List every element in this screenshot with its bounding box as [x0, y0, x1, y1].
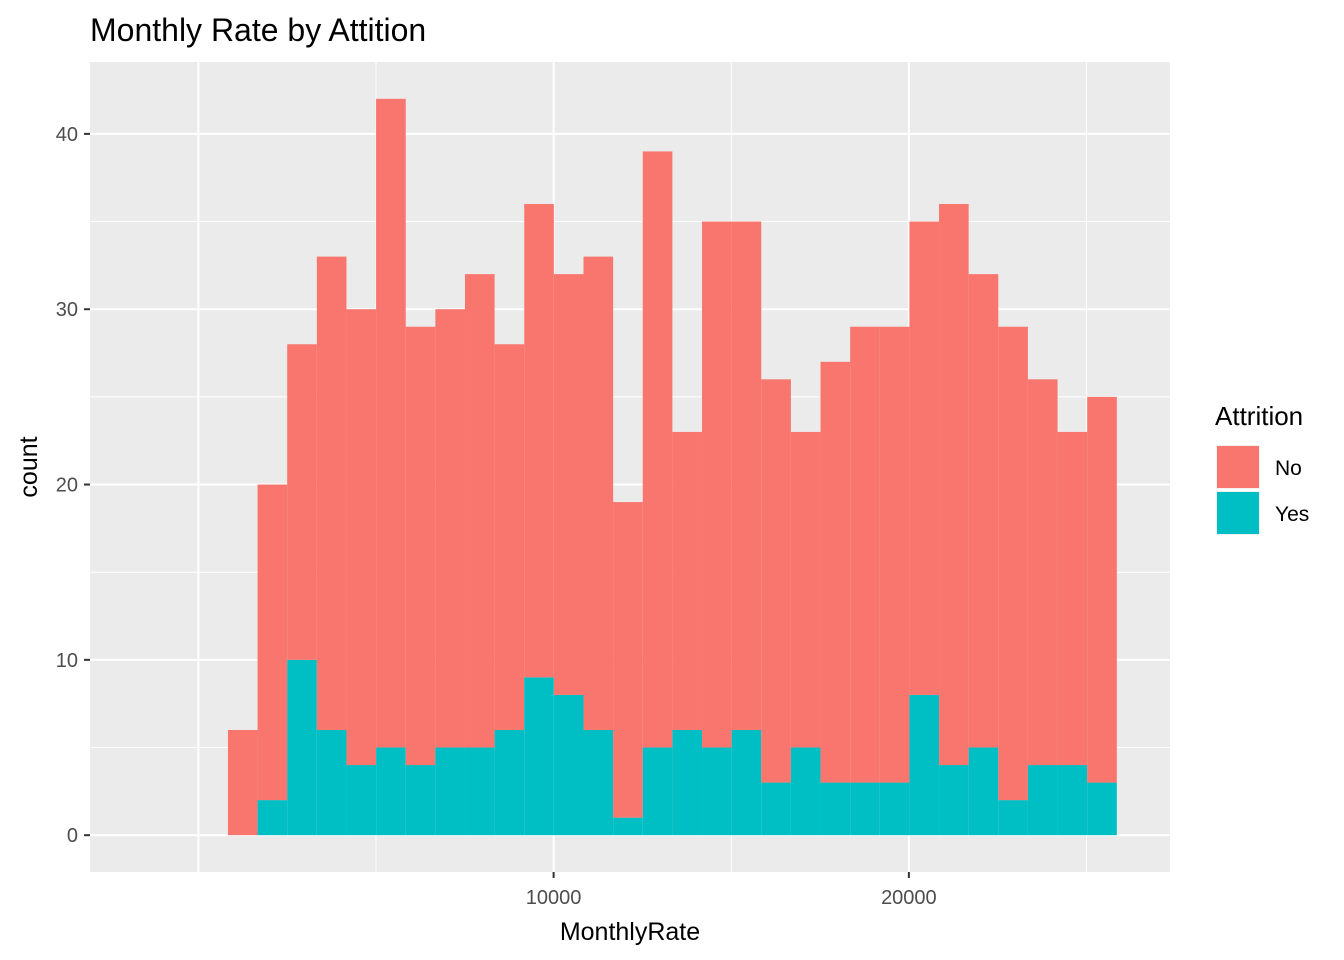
bar-yes	[316, 729, 347, 836]
bar-yes	[553, 694, 584, 836]
bar-no	[1057, 431, 1088, 766]
legend-label-no: No	[1275, 457, 1302, 480]
bar-yes	[1087, 782, 1117, 836]
bar-yes	[583, 729, 614, 836]
bar-yes	[1057, 765, 1088, 836]
bars	[227, 98, 1117, 836]
bar-yes	[464, 747, 495, 836]
bar-yes	[1027, 765, 1058, 836]
y-tick-label: 10	[56, 650, 78, 672]
bar-yes	[494, 729, 525, 836]
bar-yes	[376, 747, 406, 836]
bar-no	[642, 151, 673, 748]
x-axis: 10000 20000	[526, 872, 937, 909]
y-tick-label: 30	[56, 299, 78, 321]
bar-yes	[642, 747, 673, 836]
bar-no	[316, 256, 347, 730]
bar-yes	[850, 782, 880, 836]
bar-no	[672, 431, 703, 730]
bar-no	[998, 326, 1028, 801]
bar-yes	[968, 747, 999, 836]
bar-yes	[346, 765, 377, 836]
bar-no	[405, 326, 436, 766]
y-tick-label: 40	[56, 124, 78, 146]
bar-no	[731, 221, 762, 730]
bar-no	[613, 502, 643, 818]
bar-yes	[820, 782, 851, 836]
bar-no	[464, 274, 495, 748]
bar-no	[494, 344, 525, 730]
legend-label-yes: Yes	[1275, 503, 1309, 526]
bar-yes	[761, 782, 791, 836]
y-tick-label: 0	[67, 825, 78, 847]
x-tick-label: 10000	[526, 887, 582, 909]
bar-no	[435, 309, 465, 748]
bar-no	[850, 326, 880, 783]
bar-yes	[672, 729, 703, 836]
bar-yes	[939, 765, 969, 836]
bar-no	[553, 274, 584, 695]
bar-no	[376, 98, 406, 748]
bar-yes	[731, 729, 762, 836]
bar-yes	[998, 800, 1028, 836]
legend: Attrition No Yes	[1215, 401, 1309, 535]
bar-yes	[613, 817, 643, 836]
bar-no	[702, 221, 732, 748]
bar-no	[583, 256, 614, 730]
bar-no	[1027, 379, 1058, 766]
bar-no	[1087, 396, 1117, 783]
bar-yes	[524, 677, 554, 836]
bar-no	[257, 484, 288, 801]
bar-no	[939, 204, 969, 766]
legend-key-no	[1217, 446, 1259, 488]
bar-yes	[257, 800, 288, 836]
bar-no	[346, 309, 377, 766]
bar-yes	[435, 747, 465, 836]
legend-title: Attrition	[1215, 401, 1303, 431]
bar-no	[909, 221, 940, 695]
bar-no	[820, 361, 851, 783]
bar-no	[879, 326, 910, 783]
y-axis: 0 10 20 30 40	[56, 124, 90, 847]
bar-no	[524, 204, 554, 678]
bar-yes	[879, 782, 910, 836]
bar-no	[761, 379, 791, 783]
legend-key-yes	[1217, 492, 1259, 534]
bar-yes	[790, 747, 821, 836]
bar-yes	[405, 765, 436, 836]
bar-no	[287, 344, 317, 660]
bar-no	[968, 274, 999, 748]
bar-no	[227, 729, 258, 836]
bar-yes	[702, 747, 732, 836]
y-axis-title: count	[15, 436, 43, 497]
x-axis-title: MonthlyRate	[560, 918, 700, 946]
bar-yes	[909, 694, 940, 836]
bar-no	[790, 431, 821, 748]
bar-yes	[287, 659, 317, 836]
y-tick-label: 20	[56, 475, 78, 497]
chart-title: Monthly Rate by Attition	[90, 12, 426, 48]
x-tick-label: 20000	[881, 887, 937, 909]
